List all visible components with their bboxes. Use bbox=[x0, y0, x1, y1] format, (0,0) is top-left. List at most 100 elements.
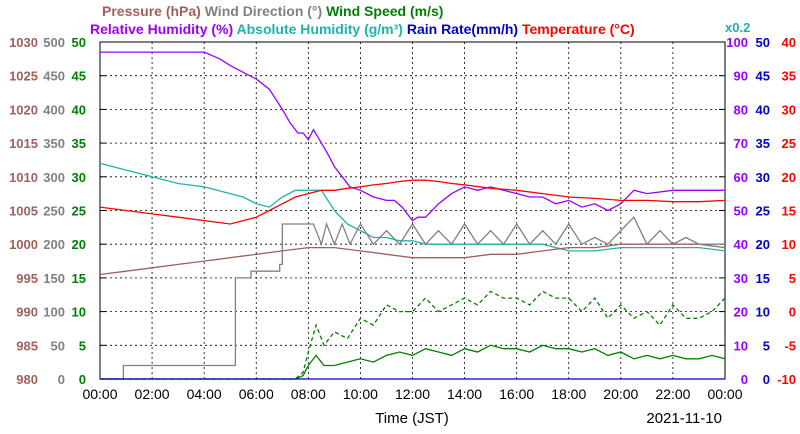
y-tick-temperature: 25 bbox=[782, 136, 796, 151]
y-tick-rain-rate: 30 bbox=[756, 170, 770, 185]
y-tick-wind-direction: 200 bbox=[43, 237, 65, 252]
x-tick-label: 14:00 bbox=[447, 386, 482, 402]
x-tick-label: 18:00 bbox=[551, 386, 586, 402]
legend-rain-rate: Rain Rate(mm/h) bbox=[407, 21, 518, 37]
y-tick-wind-speed: 0 bbox=[79, 372, 86, 387]
legend-temperature: Temperature (°C) bbox=[522, 21, 635, 37]
chart-date: 2021-11-10 bbox=[646, 410, 722, 427]
y-tick-humidity: 100 bbox=[726, 35, 748, 50]
y-tick-humidity: 80 bbox=[734, 102, 748, 117]
y-tick-humidity: 70 bbox=[734, 136, 748, 151]
y-tick-pressure: 995 bbox=[16, 271, 38, 286]
y-tick-wind-speed: 35 bbox=[72, 136, 86, 151]
y-tick-pressure: 1025 bbox=[9, 69, 38, 84]
y-axes: 1030102510201015101010051000995990985980… bbox=[9, 35, 796, 387]
y-tick-rain-rate: 50 bbox=[756, 35, 770, 50]
y-tick-temperature: 15 bbox=[782, 204, 796, 219]
y-tick-wind-direction: 450 bbox=[43, 69, 65, 84]
y-tick-wind-direction: 50 bbox=[51, 338, 65, 353]
legend-wind-direction: Wind Direction (°) bbox=[205, 3, 322, 19]
y-tick-pressure: 1015 bbox=[9, 136, 38, 151]
y-tick-rain-rate: 5 bbox=[763, 338, 770, 353]
y-tick-wind-speed: 25 bbox=[72, 204, 86, 219]
x-tick-label: 02:00 bbox=[135, 386, 170, 402]
y-tick-wind-direction: 400 bbox=[43, 102, 65, 117]
y-tick-rain-rate: 35 bbox=[756, 136, 770, 151]
x-axis: 00:00 02:00 04:00 06:00 08:00 10:00 12:00 14:00… bbox=[82, 386, 742, 402]
y-tick-wind-direction: 0 bbox=[58, 372, 65, 387]
y-tick-pressure: 985 bbox=[16, 338, 38, 353]
y-tick-wind-direction: 500 bbox=[43, 35, 65, 50]
y-tick-pressure: 1005 bbox=[9, 204, 38, 219]
legend-scale-note: x0.2 bbox=[725, 20, 750, 35]
y-tick-pressure: 1010 bbox=[9, 170, 38, 185]
y-tick-wind-speed: 5 bbox=[79, 338, 86, 353]
y-tick-rain-rate: 10 bbox=[756, 305, 770, 320]
y-tick-temperature: 20 bbox=[782, 170, 796, 185]
y-tick-humidity: 20 bbox=[734, 305, 748, 320]
y-tick-pressure: 1020 bbox=[9, 102, 38, 117]
y-tick-temperature: -10 bbox=[777, 372, 796, 387]
y-tick-humidity: 30 bbox=[734, 271, 748, 286]
y-tick-wind-speed: 15 bbox=[72, 271, 86, 286]
x-tick-label: 04:00 bbox=[187, 386, 222, 402]
legend-wind-speed: Wind Speed (m/s) bbox=[326, 3, 443, 19]
series-pressure-hpa bbox=[99, 243, 726, 276]
series-group bbox=[99, 51, 726, 380]
series-relative-humidity bbox=[100, 51, 725, 222]
x-tick-label: 12:00 bbox=[395, 386, 430, 402]
y-tick-humidity: 0 bbox=[741, 372, 748, 387]
x-tick-label: 06:00 bbox=[239, 386, 274, 402]
x-tick-label: 20:00 bbox=[603, 386, 638, 402]
legend-relative-humidity: Relative Humidity (%) bbox=[90, 21, 233, 37]
series-absolute-humidity-g-m bbox=[99, 162, 726, 252]
y-tick-rain-rate: 0 bbox=[763, 372, 770, 387]
x-tick-label: 00:00 bbox=[82, 386, 117, 402]
y-tick-temperature: 0 bbox=[789, 305, 796, 320]
y-tick-temperature: -5 bbox=[784, 338, 796, 353]
y-tick-pressure: 980 bbox=[16, 372, 38, 387]
series-wind-gust bbox=[100, 290, 726, 380]
x-tick-label: 16:00 bbox=[499, 386, 534, 402]
series-wind-speed-m-s bbox=[100, 344, 726, 380]
y-tick-temperature: 5 bbox=[789, 271, 796, 286]
y-tick-pressure: 990 bbox=[16, 305, 38, 320]
x-tick-label: 08:00 bbox=[291, 386, 326, 402]
y-tick-pressure: 1030 bbox=[9, 35, 38, 50]
y-tick-wind-direction: 350 bbox=[43, 136, 65, 151]
y-tick-temperature: 30 bbox=[782, 102, 796, 117]
y-tick-humidity: 40 bbox=[734, 237, 748, 252]
y-tick-wind-direction: 150 bbox=[43, 271, 65, 286]
y-tick-wind-direction: 100 bbox=[43, 305, 65, 320]
y-tick-temperature: 35 bbox=[782, 69, 796, 84]
x-tick-label: 00:00 bbox=[707, 386, 742, 402]
y-tick-pressure: 1000 bbox=[9, 237, 38, 252]
y-tick-humidity: 10 bbox=[734, 338, 748, 353]
y-tick-temperature: 10 bbox=[782, 237, 796, 252]
legend-row-1: Pressure (hPa) Wind Direction (°) Wind S… bbox=[102, 3, 443, 19]
y-tick-wind-direction: 250 bbox=[43, 204, 65, 219]
y-tick-rain-rate: 20 bbox=[756, 237, 770, 252]
y-tick-wind-speed: 20 bbox=[72, 237, 86, 252]
legend-pressure: Pressure (hPa) bbox=[102, 3, 201, 19]
y-tick-humidity: 90 bbox=[734, 69, 748, 84]
legend-absolute-humidity: Absolute Humidity (g/m³) bbox=[237, 21, 403, 37]
x-tick-label: 22:00 bbox=[655, 386, 690, 402]
y-tick-rain-rate: 40 bbox=[756, 102, 770, 117]
y-tick-wind-speed: 50 bbox=[72, 35, 86, 50]
y-tick-wind-speed: 40 bbox=[72, 102, 86, 117]
y-tick-rain-rate: 15 bbox=[756, 271, 770, 286]
legend-row-2: Relative Humidity (%) Absolute Humidity … bbox=[90, 21, 635, 37]
y-tick-temperature: 40 bbox=[782, 35, 796, 50]
x-tick-label: 10:00 bbox=[343, 386, 378, 402]
y-tick-humidity: 50 bbox=[734, 204, 748, 219]
series-temperature-c bbox=[99, 179, 726, 225]
y-tick-rain-rate: 45 bbox=[756, 69, 770, 84]
y-tick-wind-direction: 300 bbox=[43, 170, 65, 185]
x-axis-label: Time (JST) bbox=[375, 410, 449, 427]
y-tick-humidity: 60 bbox=[734, 170, 748, 185]
series-wind-direction bbox=[100, 216, 725, 380]
y-tick-wind-speed: 45 bbox=[72, 69, 86, 84]
y-tick-wind-speed: 30 bbox=[72, 170, 86, 185]
